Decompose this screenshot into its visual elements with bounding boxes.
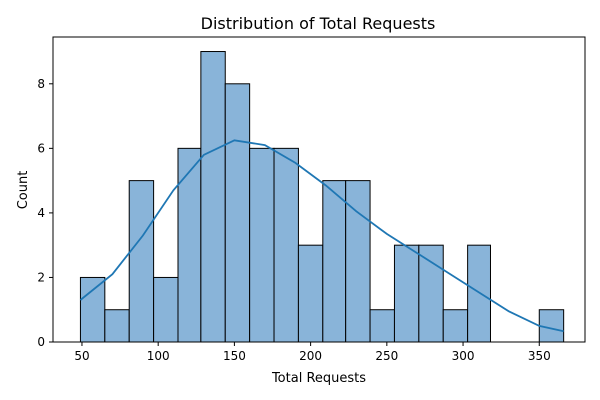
x-tick-label: 200 <box>299 349 322 363</box>
kde-curve <box>79 139 564 333</box>
x-tick-label: 300 <box>452 349 475 363</box>
x-tick-label: 250 <box>375 349 398 363</box>
y-tick-label: 2 <box>37 270 45 284</box>
histogram-bar-5 <box>200 51 226 343</box>
histogram-bar-7 <box>249 147 275 343</box>
histogram-bar-1 <box>104 309 130 343</box>
histogram-bar-3 <box>153 276 179 343</box>
histogram-bar-2 <box>128 180 155 343</box>
x-tick-label: 50 <box>74 349 89 363</box>
y-tick-label: 6 <box>37 141 45 155</box>
chart-title: Distribution of Total Requests <box>201 14 436 33</box>
histogram-bar-4 <box>177 147 202 343</box>
kde-group <box>79 139 564 333</box>
histogram-bar-9 <box>297 244 324 343</box>
x-axis-label: Total Requests <box>271 371 366 386</box>
x-tick-label: 350 <box>528 349 551 363</box>
histogram-bar-15 <box>442 309 469 343</box>
histogram-bar-6 <box>224 83 251 343</box>
histogram-bar-11 <box>345 180 371 343</box>
bars-group <box>79 51 565 343</box>
histogram-bar-0 <box>79 276 106 343</box>
histogram-bar-14 <box>418 244 444 343</box>
histogram-bar-8 <box>273 147 299 343</box>
y-axis-ticks: 0 2 4 6 8 <box>37 77 53 349</box>
plot-area-frame <box>52 36 586 343</box>
histogram-bar-10 <box>322 180 347 343</box>
histogram-bar-12 <box>369 309 395 343</box>
y-tick-label: 0 <box>37 335 45 349</box>
histogram-bar-16 <box>467 244 491 343</box>
x-tick-label: 100 <box>147 349 170 363</box>
y-axis-label: Count <box>16 171 31 210</box>
x-axis-ticks: 50 100 150 200 250 300 350 <box>74 342 551 363</box>
y-tick-label: 8 <box>37 77 45 91</box>
histogram-bar-13 <box>393 244 420 343</box>
x-tick-label: 150 <box>223 349 246 363</box>
y-tick-label: 4 <box>37 206 45 220</box>
